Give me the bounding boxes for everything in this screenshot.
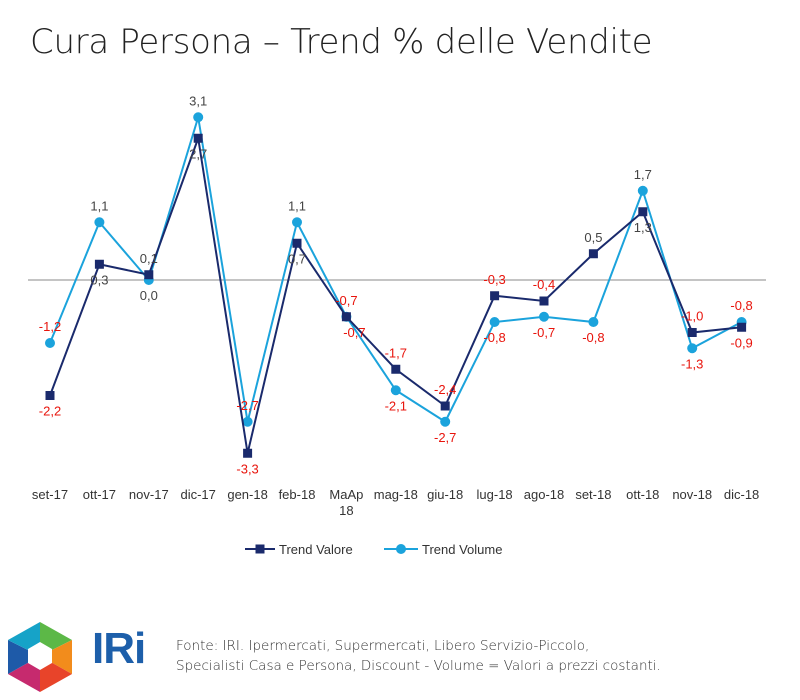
data-label-trend-volume: 0,0: [140, 288, 158, 303]
data-label-trend-valore: 0,7: [288, 251, 306, 266]
data-point-trend-valore: [193, 133, 203, 143]
data-label-trend-valore: 1,3: [634, 220, 652, 235]
x-tick-label: set-18: [575, 487, 611, 502]
data-label-trend-volume: -1,3: [681, 356, 703, 371]
line-chart: set-17 ott-17 nov-17 dic-17 gen-18 feb-18 MaAp…: [28, 93, 766, 557]
x-tick-label: dic-18: [724, 487, 759, 502]
data-label-trend-volume: -1,2: [39, 319, 61, 334]
data-point-trend-valore: [737, 322, 747, 332]
data-label-trend-valore: 0,5: [584, 230, 602, 245]
data-point-trend-volume: [489, 317, 500, 327]
data-label-trend-volume: -0,8: [483, 330, 505, 345]
data-point-trend-volume: [588, 317, 599, 327]
legend-label-trend-valore: Trend Valore: [279, 542, 353, 557]
source-note: Fonte: IRI. Ipermercati, Supermercati, L…: [176, 636, 661, 676]
x-tick-label: nov-18: [672, 487, 712, 502]
data-label-trend-valore: 0,1: [140, 251, 158, 266]
data-label-trend-volume: 1,1: [90, 198, 108, 213]
data-label-trend-volume: 3,1: [189, 93, 207, 108]
legend-marker-trend-valore: [255, 544, 265, 554]
data-label-trend-valore: 2,7: [189, 146, 207, 161]
x-tick-label: MaAp 18: [329, 487, 363, 518]
data-label-trend-valore: -2,4: [434, 382, 456, 397]
x-tick-label: dic-17: [180, 487, 215, 502]
data-label-trend-valore: -3,3: [236, 461, 258, 476]
data-point-trend-valore: [687, 328, 697, 337]
chart-title: Cura Persona – Trend % delle Vendite: [30, 22, 653, 62]
x-tick-label: gen-18: [227, 487, 267, 502]
iri-logo-icon: [8, 622, 72, 692]
data-label-trend-volume: -0,8: [582, 330, 604, 345]
data-point-trend-valore: [440, 401, 450, 411]
x-tick-label: lug-18: [477, 487, 513, 502]
data-point-trend-valore: [341, 312, 351, 322]
data-point-trend-valore: [292, 238, 302, 248]
x-tick-label: nov-17: [129, 487, 169, 502]
data-point-trend-valore: [391, 364, 401, 374]
data-label-trend-valore: -0,9: [730, 335, 752, 350]
data-point-trend-volume: [390, 385, 401, 396]
data-label-trend-valore: -1,0: [681, 309, 703, 324]
data-point-trend-valore: [490, 291, 500, 301]
series-line-trend-volume: [49, 116, 743, 424]
data-point-trend-volume: [242, 416, 253, 427]
data-point-trend-valore: [588, 249, 598, 259]
data-label-trend-volume: -0,7: [335, 293, 357, 308]
x-tick-label: mag-18: [374, 487, 418, 502]
source-line-2: Specialisti Casa e Persona, Discount - V…: [176, 658, 661, 674]
data-point-trend-volume: [193, 112, 204, 123]
data-label-trend-volume: 1,1: [288, 198, 306, 213]
data-label-trend-volume: -2,7: [434, 430, 456, 445]
data-label-trend-valore: -2,2: [39, 404, 61, 419]
data-point-trend-volume: [440, 416, 451, 427]
x-tick-label: ott-17: [83, 487, 116, 502]
legend-label-trend-volume: Trend Volume: [422, 542, 502, 557]
iri-logo-text: IRi: [92, 624, 146, 673]
data-label-trend-volume: -2,7: [236, 398, 258, 413]
data-label-trend-valore: -0,3: [483, 272, 505, 287]
data-label-trend-valore: -1,7: [385, 345, 407, 360]
data-point-trend-valore: [45, 391, 55, 400]
data-point-trend-valore: [144, 270, 154, 280]
data-point-trend-volume: [539, 311, 549, 322]
data-point-trend-valore: [94, 259, 104, 269]
data-point-trend-valore: [638, 207, 648, 217]
legend-marker-trend-volume: [396, 544, 406, 554]
source-line-1: Fonte: IRI. Ipermercati, Supermercati, L…: [176, 638, 590, 654]
data-point-trend-volume: [292, 217, 302, 228]
x-tick-label: set-17: [32, 487, 68, 502]
data-point-trend-volume: [687, 343, 698, 354]
x-tick-label: ago-18: [524, 487, 564, 502]
data-point-trend-volume: [45, 338, 55, 348]
data-point-trend-valore: [243, 448, 253, 458]
data-point-trend-volume: [637, 185, 648, 196]
data-label-trend-volume: -0,7: [533, 325, 555, 340]
data-point-trend-volume: [94, 217, 105, 228]
data-label-trend-valore: 0,3: [90, 272, 108, 287]
data-label-trend-volume: 1,7: [634, 167, 652, 182]
data-label-trend-volume: -0,8: [730, 298, 752, 313]
x-tick-label: ott-18: [626, 487, 659, 502]
data-point-trend-valore: [539, 296, 549, 306]
x-tick-label: giu-18: [427, 487, 463, 502]
x-tick-label: feb-18: [279, 487, 316, 502]
data-label-trend-volume: -2,1: [385, 398, 407, 413]
footer: IRi Fonte: IRI. Ipermercati, Supermercat…: [0, 600, 800, 700]
data-label-trend-valore: -0,7: [343, 325, 365, 340]
data-label-trend-valore: -0,4: [533, 277, 555, 292]
